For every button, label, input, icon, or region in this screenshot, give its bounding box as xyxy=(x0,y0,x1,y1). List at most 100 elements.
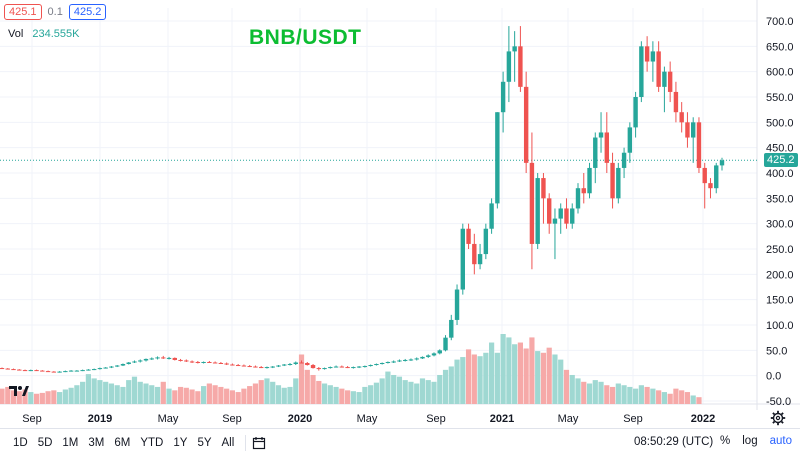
candle-body xyxy=(276,365,281,367)
volume-bar xyxy=(235,392,241,404)
volume-bar xyxy=(177,386,184,404)
volume-bar xyxy=(74,385,80,404)
volume-bar xyxy=(97,380,103,404)
volume-bar xyxy=(310,374,316,404)
volume-bar xyxy=(224,388,230,404)
candle-body xyxy=(495,112,500,204)
candle-body xyxy=(11,369,16,371)
scale-options: % log auto xyxy=(720,435,792,447)
candle-body xyxy=(506,51,512,82)
volume-bar xyxy=(483,352,489,404)
volume-bar xyxy=(321,383,328,404)
volume-bar xyxy=(28,392,34,404)
log-scale-toggle[interactable]: log xyxy=(742,435,758,447)
volume-bar xyxy=(345,390,351,404)
candle-body xyxy=(328,367,333,369)
volume-bar xyxy=(252,383,259,404)
candle-body xyxy=(719,160,725,166)
candle-body xyxy=(17,369,22,371)
timeframe-6m[interactable]: 6M xyxy=(114,437,131,449)
timeframe-3m[interactable]: 3M xyxy=(88,437,105,449)
volume-bar xyxy=(425,380,431,404)
volume-bar xyxy=(621,385,627,404)
bid-price-box[interactable]: 425.1 xyxy=(4,4,42,20)
timeframe-5d[interactable]: 5D xyxy=(37,437,53,449)
candle-body xyxy=(691,122,696,138)
candle-body xyxy=(437,350,442,354)
volume-bar xyxy=(592,380,598,404)
candle-body xyxy=(224,363,229,365)
volume-bar xyxy=(471,354,477,404)
candle-body xyxy=(299,362,304,364)
candle-body xyxy=(132,361,137,363)
candle-body xyxy=(696,122,702,168)
volume-bar xyxy=(586,383,593,404)
volume-bar xyxy=(126,380,132,404)
tradingview-logo-icon[interactable] xyxy=(8,384,30,398)
volume-bar xyxy=(477,356,483,404)
volume-bar xyxy=(33,393,40,404)
timeframe-1y[interactable]: 1Y xyxy=(173,437,188,449)
timeframe-1d[interactable]: 1D xyxy=(13,437,28,449)
candle-body xyxy=(155,357,160,359)
gear-icon[interactable] xyxy=(770,410,786,426)
timeframe-5y[interactable]: 5Y xyxy=(197,437,212,449)
volume-bar xyxy=(304,369,310,404)
volume-bar xyxy=(45,391,51,404)
volume-bar xyxy=(154,386,161,404)
volume-bar xyxy=(615,383,621,404)
volume-bar xyxy=(270,381,276,404)
candle-body xyxy=(339,366,345,368)
volume-bar xyxy=(391,374,397,404)
volume-bar xyxy=(540,352,547,404)
candle-body xyxy=(639,46,644,97)
candle-body xyxy=(282,364,287,366)
candle-body xyxy=(270,366,275,368)
candle-body xyxy=(650,51,656,62)
candle-body xyxy=(397,360,402,362)
timeframe-ytd[interactable]: YTD xyxy=(140,437,164,449)
candle-body xyxy=(189,361,195,363)
candle-body xyxy=(212,362,218,364)
x-tick-label: Sep xyxy=(623,413,643,425)
volume-bar xyxy=(558,359,564,404)
candle-body xyxy=(685,122,690,138)
volume-bar xyxy=(506,337,512,404)
volume-bar xyxy=(535,351,541,404)
y-tick-label: 400.0 xyxy=(766,168,794,180)
y-tick-label: 350.0 xyxy=(766,193,794,205)
timeframe-all[interactable]: All xyxy=(221,437,235,449)
volume-bar xyxy=(448,366,454,404)
utc-clock[interactable]: 08:50:29 (UTC) xyxy=(634,436,714,448)
candle-body xyxy=(477,254,483,265)
volume-bar xyxy=(581,381,587,404)
candle-body xyxy=(598,132,604,138)
candle-body xyxy=(235,365,241,367)
percent-scale-toggle[interactable]: % xyxy=(720,435,731,447)
auto-scale-toggle[interactable]: auto xyxy=(769,435,792,447)
candle-body xyxy=(264,367,270,369)
price-chart[interactable]: 700.0 650.0 600.0 550.0 500.0 450.0 400.0 350.0… xyxy=(0,0,800,430)
candle-body xyxy=(489,203,494,229)
candle-body xyxy=(610,162,615,199)
candle-body xyxy=(22,370,28,372)
x-tick-label: 2019 xyxy=(88,413,112,425)
volume-bar xyxy=(633,388,639,404)
calendar-range-icon[interactable] xyxy=(252,436,266,450)
candle-body xyxy=(287,364,293,366)
y-tick-label: 450.0 xyxy=(766,143,794,155)
volume-bar xyxy=(80,381,86,404)
y-tick-label: 500.0 xyxy=(766,117,794,129)
candle-body xyxy=(161,357,166,359)
volume-bar xyxy=(696,397,702,404)
volume-bar xyxy=(287,386,293,404)
candle-body xyxy=(426,355,431,357)
candle-body xyxy=(558,208,563,219)
candle-body xyxy=(644,46,650,62)
ask-price-box[interactable]: 425.2 xyxy=(68,4,107,20)
timeframe-1m[interactable]: 1M xyxy=(62,437,79,449)
candle-body xyxy=(68,370,74,372)
candle-body xyxy=(403,359,408,361)
candle-body xyxy=(667,71,673,92)
volume-bar xyxy=(57,392,63,404)
